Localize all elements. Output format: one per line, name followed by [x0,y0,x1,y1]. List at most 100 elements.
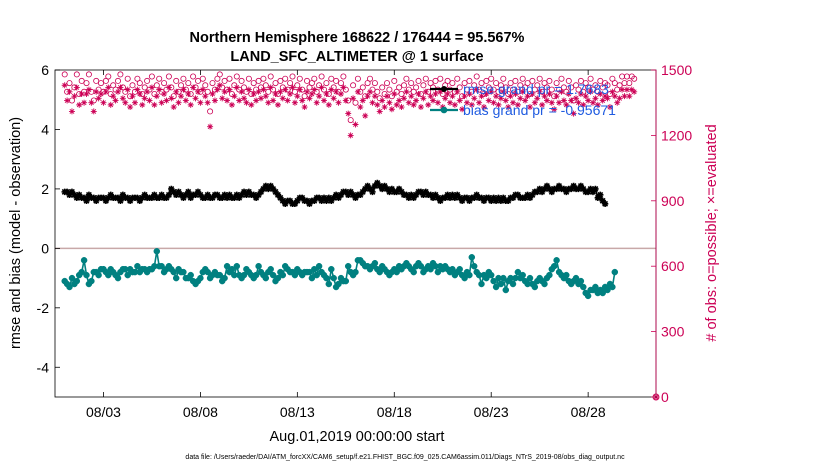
rmse-point [265,185,272,193]
obs-evaluated-point [417,104,424,111]
rmse-point [192,191,199,199]
obs-possible-point [354,75,361,82]
obs-evaluated-point [342,97,349,104]
obs-possible-point [626,80,633,87]
obs-possible-point [115,77,122,84]
obs-possible-point [66,80,73,87]
bias-point [233,262,241,270]
obs-possible-point [507,80,514,87]
rmse-point [374,179,381,187]
rmse-point [369,188,376,196]
obs-evaluated-point [381,104,388,111]
obs-evaluated-point [161,90,168,97]
obs-evaluated-point [248,101,255,108]
rmse-point [541,185,548,193]
obs-possible-point [573,82,580,89]
rmse-point [250,191,257,199]
obs-evaluated-point [611,93,618,100]
rmse-point [376,182,383,190]
obs-evaluated-point [272,90,279,97]
rmse-point [274,191,282,199]
obs-evaluated-point [379,97,386,104]
obs-evaluated-point [61,82,68,89]
rmse-point [555,182,563,190]
obs-evaluated-point [262,93,269,100]
rmse-point [386,188,393,196]
rmse-point [342,188,350,196]
obs-possible-point [371,80,378,87]
obs-evaluated-point [519,88,526,95]
bias-point [269,271,277,279]
bias-point [487,271,495,279]
bias-point [466,271,473,279]
obs-evaluated-point [260,86,267,93]
bias-point [427,265,434,273]
rmse-point [221,191,228,199]
obs-possible-point [400,82,407,89]
y-right-tick-label: 1500 [661,62,692,78]
rmse-point [231,194,238,202]
rmse-point [509,194,517,202]
obs-evaluated-point [165,84,172,91]
obs-evaluated-point [102,88,109,95]
rmse-point [592,185,599,193]
bias-point [449,265,456,273]
bias-point [73,277,81,285]
obs-evaluated-point [274,101,281,108]
rmse-point [117,197,124,204]
obs-possible-point [337,80,344,87]
rmse-point [567,185,575,193]
obs-evaluated-point [451,101,458,108]
obs-evaluated-point [168,95,175,102]
obs-evaluated-point [214,86,221,93]
obs-evaluated-point [563,101,570,108]
obs-possible-point [536,75,543,82]
rmse-point [599,197,606,204]
obs-evaluated-point [488,88,495,95]
rmse-point [490,194,497,202]
obs-evaluated-point [493,93,500,100]
rmse-point [560,185,568,193]
y-tick-label: 6 [41,62,49,78]
obs-evaluated-point [88,99,95,106]
obs-possible-point [185,80,192,87]
obs-possible-point [204,88,211,95]
obs-possible-point [415,77,422,84]
rmse-point [83,197,90,204]
obs-evaluated-point [497,95,504,102]
legend-rmse-label: rmse grand pr = 1.7683 [463,81,609,97]
rmse-point [524,191,531,199]
obs-evaluated-point [447,99,454,106]
obs-possible-point [483,77,490,84]
obs-evaluated-point [207,123,214,130]
obs-possible-point [366,75,373,82]
obs-evaluated-point [560,97,567,104]
obs-possible-point [597,77,604,84]
y-right-tick-label: 0 [661,389,669,405]
obs-evaluated-point [413,97,420,104]
rmse-point [580,185,587,193]
rmse-point [395,185,403,193]
obs-evaluated-point [265,99,272,106]
obs-possible-point [347,117,354,124]
obs-evaluated-point [202,93,209,100]
obs-evaluated-point [577,90,584,97]
obs-possible-point [422,75,429,82]
obs-possible-point [587,75,594,82]
obs-possible-point [124,75,131,82]
rmse-point [403,191,410,199]
obs-evaluated-point [304,88,311,95]
rmse-point [388,185,396,193]
obs-evaluated-point [461,93,468,100]
bias-point [315,262,323,270]
y-right-tick-label: 300 [661,324,685,340]
obs-possible-point [558,75,565,82]
obs-evaluated-point [333,88,340,95]
bias-point [531,283,539,291]
obs-possible-point [386,86,393,93]
obs-possible-point [512,77,519,84]
obs-possible-point [73,71,80,78]
obs-evaluated-point [335,99,342,106]
obs-evaluated-point [81,99,88,106]
rmse-point [366,185,374,193]
